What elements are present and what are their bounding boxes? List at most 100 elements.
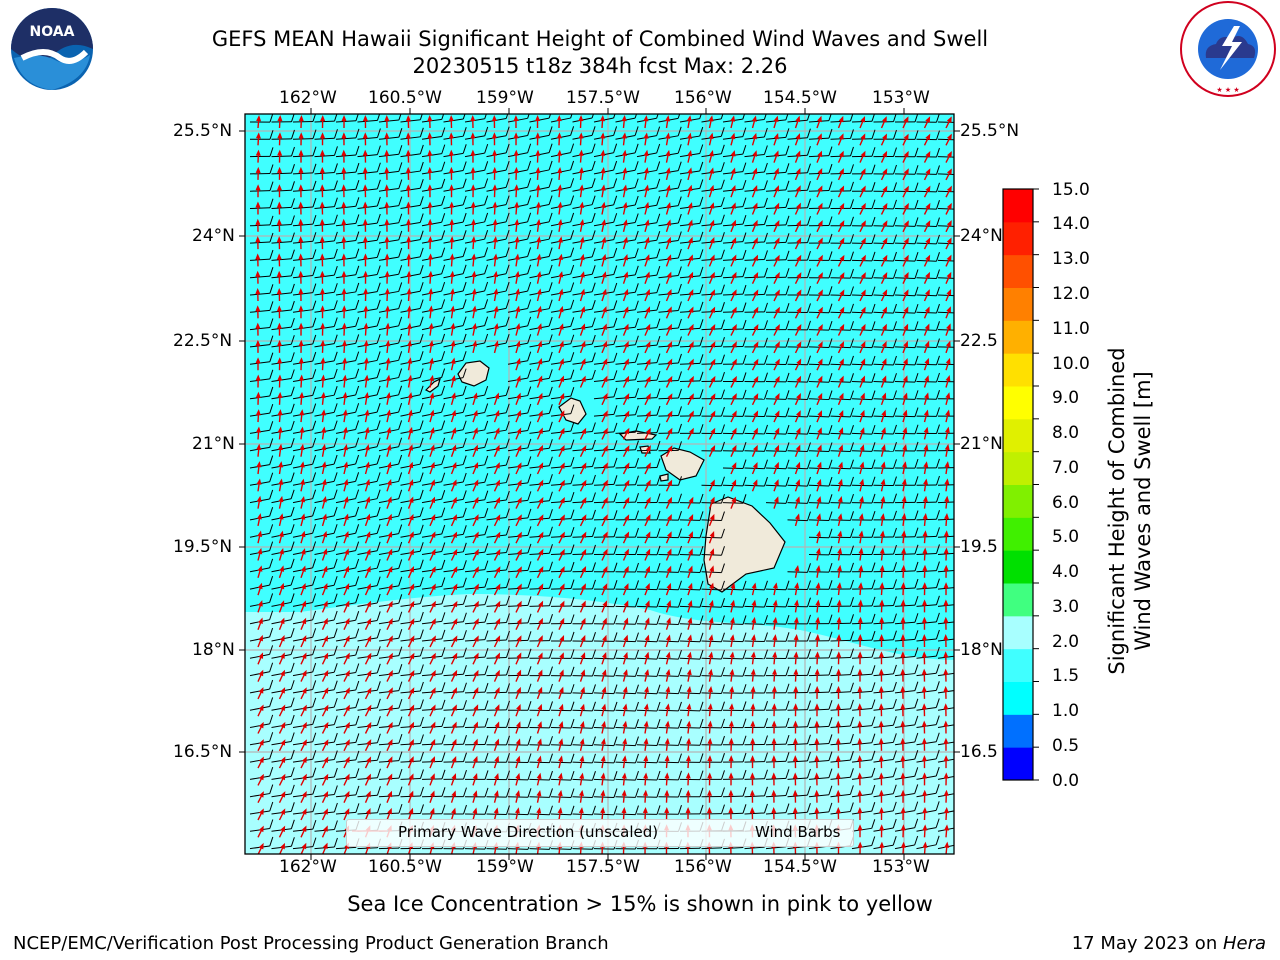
wave-arrow-head	[343, 443, 348, 451]
wind-barb-feather	[699, 649, 704, 660]
wave-arrow-head	[622, 149, 627, 157]
wind-barb-feather	[312, 334, 317, 345]
wave-arrow-head	[448, 149, 454, 156]
wave-arrow-head	[341, 218, 347, 225]
wave-arrow-head	[709, 254, 715, 261]
wave-arrow-head	[667, 479, 673, 487]
wind-barb-feather	[462, 420, 467, 430]
wind-barb-feather	[935, 544, 940, 554]
wave-arrow-head	[430, 618, 436, 625]
wave-arrow-head	[559, 427, 565, 435]
wave-arrow-head	[903, 237, 909, 244]
wave-arrow-head	[750, 668, 756, 675]
wind-barb	[894, 587, 915, 590]
wave-arrow-head	[341, 201, 347, 208]
wave-arrow-head	[793, 616, 799, 624]
wind-barb-feather	[355, 214, 360, 224]
wave-arrow-head	[815, 564, 821, 572]
wave-arrow-head	[363, 374, 369, 381]
wind-barb	[765, 259, 787, 261]
wind-barb-feather	[871, 303, 876, 314]
wave-arrow-head	[667, 445, 673, 452]
wave-arrow-head	[257, 600, 263, 607]
wind-barb-feather	[764, 476, 768, 487]
wind-barb-feather	[871, 182, 876, 192]
wave-arrow-head	[730, 167, 736, 175]
wave-arrow-head	[667, 410, 673, 417]
wind-barb-feather	[355, 628, 360, 638]
wave-arrow-head	[817, 375, 823, 383]
wave-arrow-head	[450, 305, 456, 312]
wind-barb	[421, 743, 443, 746]
wave-arrow-head	[256, 513, 262, 520]
wind-barb-feather	[312, 558, 317, 568]
wind-barb-feather	[333, 420, 338, 430]
wind-barb-feather	[656, 805, 661, 815]
wind-barb	[658, 761, 679, 764]
wind-barb-feather	[376, 420, 381, 430]
wave-arrow-head	[537, 686, 543, 694]
wave-arrow-head	[342, 426, 348, 433]
wave-arrow-head	[710, 341, 716, 348]
wind-barb-feather	[656, 632, 661, 642]
wind-barb-feather	[462, 299, 467, 309]
wave-arrow-head	[362, 132, 368, 139]
wind-barb-feather	[850, 476, 854, 487]
wind-barb-feather	[635, 580, 639, 590]
wave-arrow-head	[387, 635, 393, 642]
wave-arrow-head	[857, 634, 863, 641]
wave-arrow-head	[622, 167, 628, 174]
wind-barb-feather	[419, 299, 424, 309]
wave-arrow-head	[774, 375, 780, 383]
wave-arrow-head	[516, 669, 522, 677]
wave-arrow-head	[921, 651, 927, 658]
wave-arrow-head	[730, 599, 736, 607]
wave-arrow-head	[276, 305, 282, 312]
wind-barb	[550, 535, 571, 538]
wave-arrow-head	[602, 617, 607, 625]
wind-barb-feather	[570, 247, 575, 257]
wind-barb-feather	[635, 649, 639, 660]
wave-arrow-head	[773, 115, 779, 123]
wave-arrow-head	[387, 513, 392, 521]
wind-barb	[744, 623, 765, 625]
wind-barb	[722, 258, 743, 261]
wind-barb-feather	[892, 750, 897, 760]
wind-barb	[378, 119, 399, 123]
wind-barb-feather	[398, 454, 403, 465]
wind-barb-feather	[527, 456, 532, 466]
wind-barb-feather	[656, 615, 661, 625]
wave-arrow-head	[255, 236, 261, 243]
wind-barb-feather	[419, 716, 424, 727]
wind-barb-feather	[376, 628, 381, 639]
wave-arrow-head	[946, 271, 952, 279]
wind-barb-feather	[462, 230, 467, 240]
wave-arrow-head	[709, 513, 715, 521]
wind-barb-feather	[484, 542, 489, 553]
wave-arrow-head	[943, 564, 949, 571]
wave-arrow-head	[578, 149, 584, 156]
wind-barb-feather	[269, 627, 274, 638]
wind-barb-feather	[893, 321, 897, 331]
wind-barb	[271, 172, 292, 175]
wind-barb	[679, 397, 701, 400]
wave-arrow-head	[817, 167, 823, 175]
wind-barb-feather	[290, 386, 295, 396]
wave-arrow-head	[516, 635, 522, 642]
wave-arrow-head	[752, 185, 758, 192]
wind-barb-feather	[290, 232, 295, 242]
wave-arrow-head	[879, 599, 885, 606]
wind-barb	[400, 760, 421, 763]
wind-barb-feather	[591, 457, 596, 467]
wind-barb-feather	[527, 543, 532, 554]
wave-arrow-head	[922, 512, 928, 520]
wave-arrow-head	[558, 305, 564, 313]
wind-barb-feather	[871, 269, 876, 279]
wind-barb-feather	[721, 389, 725, 399]
wind-barb-feather	[570, 491, 575, 502]
wind-barb-feather	[914, 835, 919, 846]
wind-barb-feather	[269, 593, 274, 603]
wind-barb-feather	[764, 701, 768, 711]
wind-barb-feather	[591, 317, 596, 327]
wind-barb	[636, 432, 658, 434]
